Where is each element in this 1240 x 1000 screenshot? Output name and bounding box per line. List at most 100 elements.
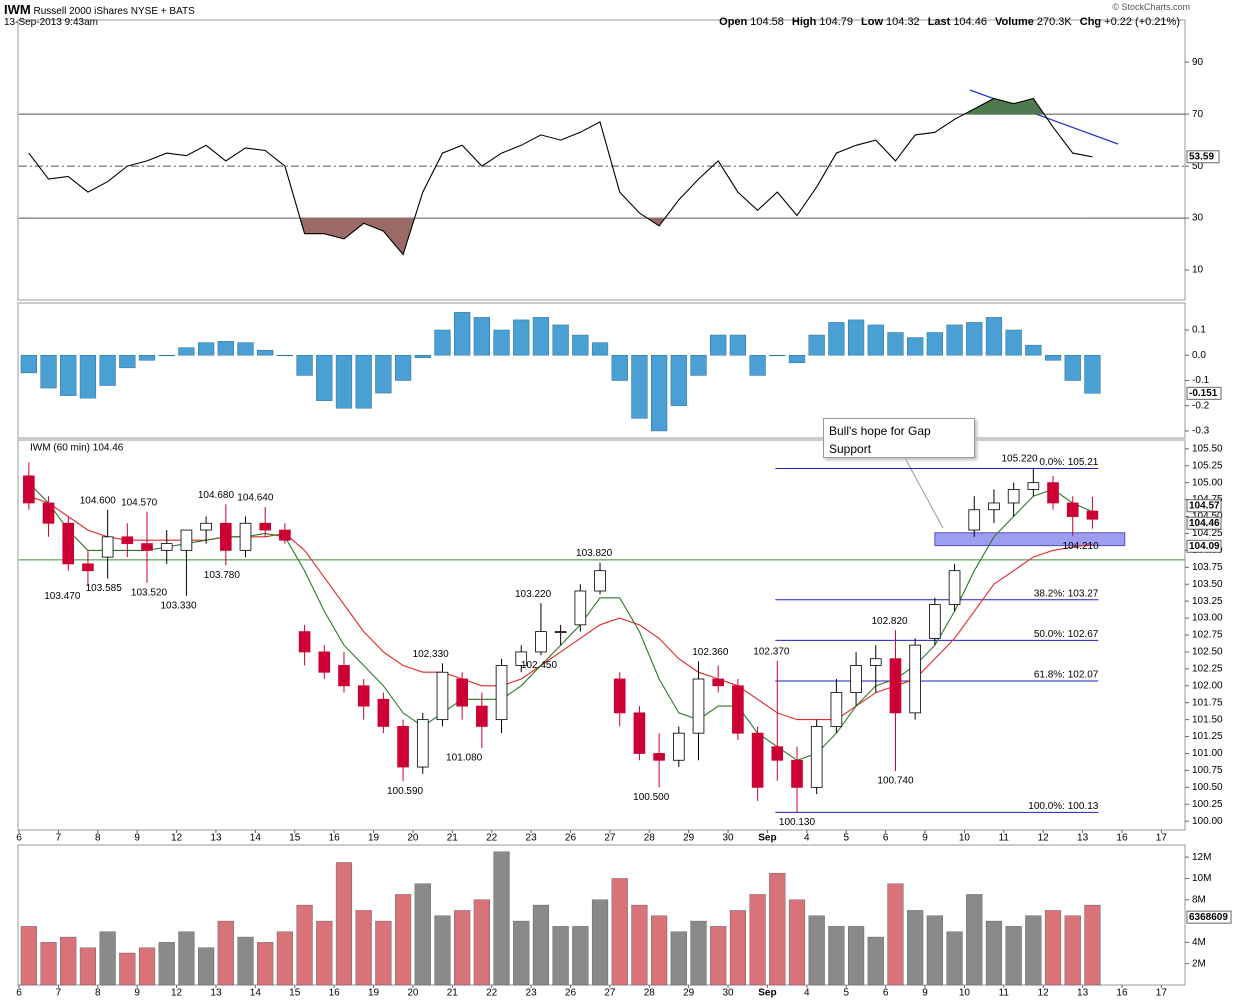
macd-bar: [769, 354, 786, 356]
volume-bar: [20, 926, 37, 986]
x-tick-label: 21: [447, 833, 459, 844]
x-tick-label: 4: [804, 988, 810, 999]
candle-body: [338, 665, 350, 687]
x-tick-label: 17: [1156, 833, 1168, 844]
macd-bar: [473, 317, 490, 356]
volume-bar: [887, 883, 904, 986]
y-tick-label: 105.00: [1192, 477, 1223, 488]
macd-bar: [414, 354, 431, 359]
x-tick-label: 16: [1116, 988, 1128, 999]
volume-bar: [513, 920, 530, 986]
macd-bar: [178, 347, 195, 356]
value-badge: [1186, 386, 1222, 400]
macd-bar: [60, 354, 77, 396]
macd-bar: [316, 354, 333, 401]
y-tick-label: 102.50: [1192, 647, 1223, 658]
price-annotation: 103.585: [86, 583, 123, 594]
volume-bar: [473, 899, 490, 986]
x-tick-label: 21: [447, 988, 459, 999]
volume-bar: [572, 926, 589, 986]
candle-body: [613, 678, 626, 714]
value-badge-label: 53.59: [1189, 151, 1214, 162]
credit: © StockCharts.com: [1112, 2, 1190, 12]
candle-body: [1007, 489, 1020, 504]
y-tick-label: 0.1: [1192, 325, 1206, 336]
price-annotation: 104.600: [80, 495, 117, 506]
x-tick-label: 26: [565, 988, 577, 999]
candle-body: [1027, 482, 1040, 490]
volume-bar: [335, 862, 353, 986]
stat-label: High: [791, 16, 817, 28]
candle-body: [751, 732, 764, 788]
volume-bar: [847, 926, 865, 986]
value-badge: [1186, 499, 1222, 513]
value-badge-label: 104.46: [1189, 518, 1220, 529]
price-annotation: 104.570: [121, 497, 158, 508]
x-tick-label: 20: [407, 988, 419, 999]
macd-bar: [493, 329, 510, 356]
candle-body: [712, 678, 725, 687]
volume-bar: [198, 947, 215, 986]
stat-value: 104.58: [750, 16, 784, 28]
x-tick-label: 22: [486, 833, 498, 844]
x-tick-label: 9: [134, 988, 140, 999]
y-tick-label: -0.1: [1192, 375, 1210, 386]
macd-bar: [257, 349, 274, 356]
volume-bar: [690, 920, 707, 986]
volume-bar: [985, 920, 1003, 986]
macd-bar: [434, 329, 451, 356]
x-tick-label: 13: [210, 988, 222, 999]
macd-bar: [237, 342, 254, 356]
rsi-line: [28, 97, 1093, 256]
candle-body: [810, 726, 823, 788]
candle-body: [62, 522, 75, 565]
macd-bar: [335, 354, 353, 409]
y-tick-label: 101.75: [1192, 697, 1223, 708]
volume-bar: [276, 931, 293, 986]
candle-body: [1066, 502, 1079, 517]
price-annotation: 101.080: [446, 753, 483, 764]
x-tick-label: 26: [565, 833, 577, 844]
volume-bar: [788, 899, 806, 986]
candle-body: [515, 651, 528, 666]
volume-bar: [237, 936, 254, 986]
value-badge: [1186, 910, 1232, 924]
candle-body: [239, 522, 252, 551]
volume-bar: [434, 915, 451, 986]
macd-bar: [887, 332, 904, 356]
rsi-overbought-fill: [28, 98, 1093, 115]
candle-body: [377, 698, 390, 727]
volume-bar: [454, 910, 471, 986]
candle-body: [436, 671, 449, 721]
x-tick-label: 12: [1038, 833, 1050, 844]
x-tick-label: 11: [999, 988, 1010, 999]
x-tick-label: 30: [722, 833, 734, 844]
price-annotation: 100.500: [633, 792, 670, 803]
x-tick-label: 17: [1156, 988, 1168, 999]
volume-bar: [79, 947, 97, 986]
exchange: NYSE + BATS: [130, 6, 195, 17]
fib-label: 100.0%: 100.13: [1028, 801, 1098, 812]
y-tick-label: -0.3: [1192, 426, 1210, 437]
x-tick-label: 6: [16, 833, 22, 844]
macd-bar: [40, 354, 57, 389]
value-badge-label: 6368609: [1189, 912, 1228, 923]
x-tick-label: 27: [604, 833, 616, 844]
volume-bar: [1064, 915, 1081, 986]
macd-bar: [966, 322, 983, 356]
y-tick-label: 4M: [1192, 937, 1206, 948]
candle-body: [101, 536, 114, 558]
y-tick-label: 90: [1192, 57, 1204, 68]
macd-bar: [532, 317, 550, 356]
price-legend: IWM (60 min) 104.46: [30, 443, 124, 454]
candle-body: [23, 475, 35, 504]
y-tick-label: 100.50: [1192, 782, 1223, 793]
price-annotation: 102.360: [692, 647, 729, 658]
name: Russell 2000 iShares: [33, 6, 129, 17]
symbol: IWM: [4, 2, 31, 17]
macd-bar: [926, 332, 943, 356]
candle-body: [909, 644, 921, 714]
volume-bar: [552, 926, 569, 986]
volume-bar: [316, 920, 333, 986]
